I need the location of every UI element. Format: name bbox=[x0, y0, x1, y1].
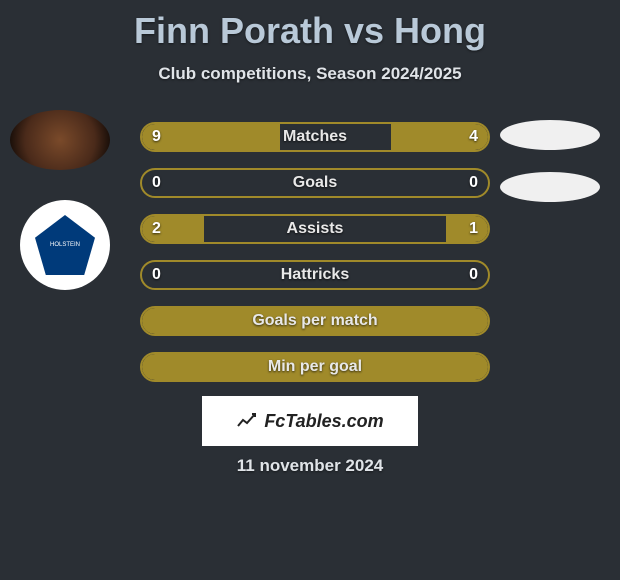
comparison-bars: 94Matches 00Goals 21Assists 00Hattricks Goal… bbox=[140, 122, 490, 398]
bar-row-min-per-goal: Min per goal bbox=[140, 352, 490, 382]
bar-row-goals: 00Goals bbox=[140, 168, 490, 198]
club2-photo-placeholder bbox=[500, 172, 600, 202]
bar-row-matches: 94Matches bbox=[140, 122, 490, 152]
bar-label: Goals per match bbox=[142, 312, 488, 330]
crest-inner: HOLSTEIN bbox=[35, 215, 95, 275]
player1-photo bbox=[10, 110, 110, 170]
bar-label: Matches bbox=[142, 128, 488, 146]
bar-label: Assists bbox=[142, 220, 488, 238]
right-badges bbox=[500, 120, 600, 224]
brand-box[interactable]: FcTables.com bbox=[202, 396, 418, 446]
bar-label: Goals bbox=[142, 174, 488, 192]
bar-label: Min per goal bbox=[142, 358, 488, 376]
brand-text: FcTables.com bbox=[264, 411, 383, 432]
bar-row-assists: 21Assists bbox=[140, 214, 490, 244]
player2-photo-placeholder bbox=[500, 120, 600, 150]
bar-label: Hattricks bbox=[142, 266, 488, 284]
bar-row-hattricks: 00Hattricks bbox=[140, 260, 490, 290]
date-label: 11 november 2024 bbox=[0, 456, 620, 476]
left-badges: HOLSTEIN bbox=[10, 110, 110, 290]
bar-row-goals-per-match: Goals per match bbox=[140, 306, 490, 336]
page-title: Finn Porath vs Hong bbox=[0, 0, 620, 52]
brand-icon bbox=[236, 412, 258, 430]
subtitle: Club competitions, Season 2024/2025 bbox=[0, 64, 620, 84]
club-crest: HOLSTEIN bbox=[20, 200, 110, 290]
